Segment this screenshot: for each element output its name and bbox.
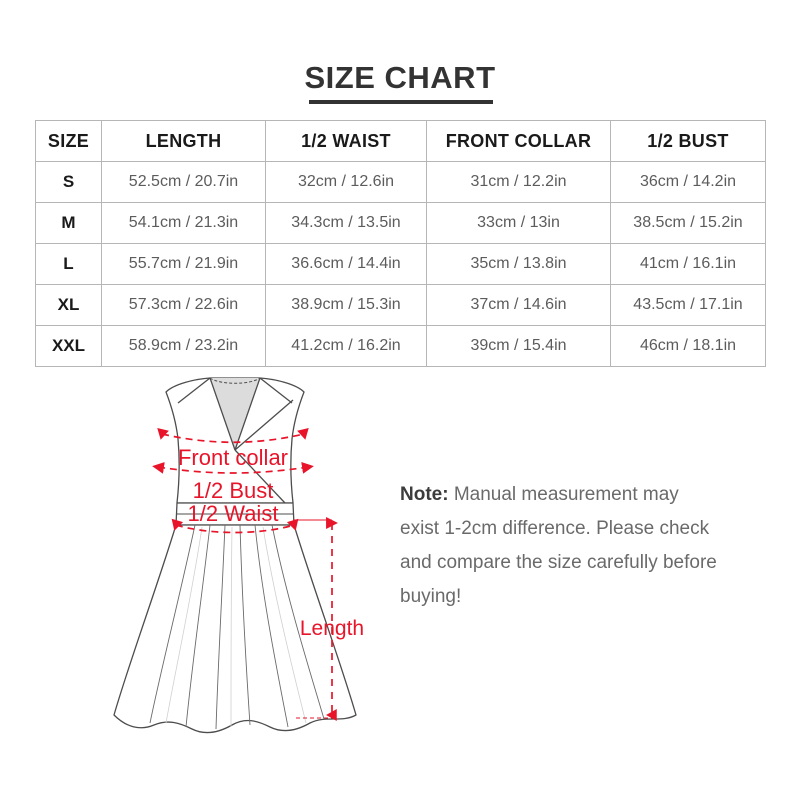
page-title-block: SIZE CHART <box>0 62 800 93</box>
page-title: SIZE CHART <box>304 60 496 95</box>
cell-size: XXL <box>35 325 102 367</box>
column-header-size: SIZE <box>35 120 102 162</box>
cell-front-collar: 31cm / 12.2in <box>426 161 611 203</box>
cell-half-waist: 36.6cm / 14.4in <box>265 243 427 285</box>
cell-front-collar: 37cm / 14.6in <box>426 284 611 326</box>
cell-front-collar: 33cm / 13in <box>426 202 611 244</box>
shoulder-seam-right <box>259 377 293 404</box>
cell-half-waist: 32cm / 12.6in <box>265 161 427 203</box>
cell-half-bust: 36cm / 14.2in <box>610 161 766 203</box>
dress-diagram-icon <box>113 377 357 734</box>
table-row: L 55.7cm / 21.9in 36.6cm / 14.4in 35cm /… <box>35 243 766 285</box>
shoulder-seam-left <box>177 377 211 404</box>
note-block: Note: Manual measurement may exist 1-2cm… <box>400 478 720 614</box>
cell-half-bust: 38.5cm / 15.2in <box>610 202 766 244</box>
column-header-front-collar: FRONT COLLAR <box>426 120 611 162</box>
cell-length: 54.1cm / 21.3in <box>101 202 266 244</box>
cell-size: S <box>35 161 102 203</box>
cell-half-bust: 41cm / 16.1in <box>610 243 766 285</box>
table-row: S 52.5cm / 20.7in 32cm / 12.6in 31cm / 1… <box>35 161 766 203</box>
note-label: Note: <box>400 484 449 505</box>
table-row: M 54.1cm / 21.3in 34.3cm / 13.5in 33cm /… <box>35 202 766 244</box>
note-text: Manual measurement may exist 1-2cm diffe… <box>400 484 717 607</box>
table-header-row: SIZE LENGTH 1/2 WAIST FRONT COLLAR 1/2 B… <box>35 120 766 162</box>
skirt-pleats <box>149 524 325 730</box>
cell-size: XL <box>35 284 102 326</box>
table-row: XL 57.3cm / 22.6in 38.9cm / 15.3in 37cm … <box>35 284 766 326</box>
cell-length: 57.3cm / 22.6in <box>101 284 266 326</box>
neckline-top-stitch <box>209 377 261 384</box>
wrap-panel-lower-right <box>234 449 286 504</box>
cell-size: M <box>35 202 102 244</box>
cell-length: 58.9cm / 23.2in <box>101 325 266 367</box>
cell-length: 55.7cm / 21.9in <box>101 243 266 285</box>
neckline-shade <box>210 378 260 450</box>
column-header-length: LENGTH <box>101 120 266 162</box>
column-header-half-waist: 1/2 WAIST <box>265 120 427 162</box>
cell-half-waist: 41.2cm / 16.2in <box>265 325 427 367</box>
cell-half-bust: 43.5cm / 17.1in <box>610 284 766 326</box>
table-row: XXL 58.9cm / 23.2in 41.2cm / 16.2in 39cm… <box>35 325 766 367</box>
skirt-shape <box>113 524 357 734</box>
cell-size: L <box>35 243 102 285</box>
column-header-half-bust: 1/2 BUST <box>610 120 766 162</box>
cell-half-waist: 34.3cm / 13.5in <box>265 202 427 244</box>
cell-half-bust: 46cm / 18.1in <box>610 325 766 367</box>
cell-front-collar: 39cm / 15.4in <box>426 325 611 367</box>
cell-length: 52.5cm / 20.7in <box>101 161 266 203</box>
cell-front-collar: 35cm / 13.8in <box>426 243 611 285</box>
size-chart-table: SIZE LENGTH 1/2 WAIST FRONT COLLAR 1/2 B… <box>35 120 766 367</box>
cell-half-waist: 38.9cm / 15.3in <box>265 284 427 326</box>
skirt-pleat-shadows <box>165 526 307 728</box>
title-underline <box>309 100 493 104</box>
